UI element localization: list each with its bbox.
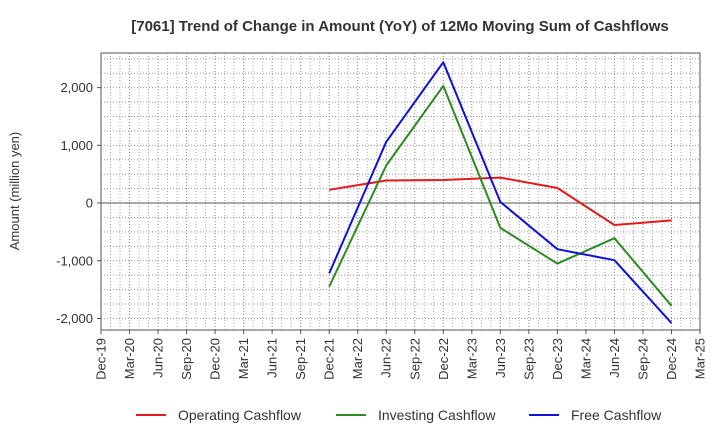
x-tick-label: Mar-25 [693, 338, 708, 379]
x-tick-label: Dec-24 [664, 338, 679, 380]
x-tick-label: Mar-21 [236, 338, 251, 379]
x-tick-label: Sep-24 [635, 338, 650, 380]
y-axis-ticks: -2,000 -1,000 0 1,000 2,000 [56, 80, 101, 326]
series-lines [328, 61, 673, 324]
x-tick-label: Mar-20 [122, 338, 137, 379]
x-tick-label: Mar-24 [578, 338, 593, 379]
legend: Operating Cashflow Investing Cashflow Free… [136, 407, 662, 423]
x-tick-label: Sep-21 [293, 338, 308, 380]
y-tick-label: -1,000 [56, 253, 93, 268]
x-tick-label: Sep-20 [179, 338, 194, 380]
x-tick-label: Mar-23 [464, 338, 479, 379]
x-tick-label: Dec-20 [208, 338, 223, 380]
legend-label: Free Cashflow [571, 407, 662, 423]
x-tick-label: Jun-20 [151, 338, 166, 378]
series-line-free-cashflow [328, 61, 673, 324]
x-tick-label: Mar-22 [350, 338, 365, 379]
x-tick-label: Sep-23 [521, 338, 536, 380]
x-tick-label: Jun-22 [379, 338, 394, 378]
grid [101, 53, 700, 330]
plot-frame [100, 52, 701, 331]
series-line-operating-cashflow [329, 176, 672, 226]
x-tick-label: Dec-21 [322, 338, 337, 380]
x-tick-label: Dec-22 [436, 338, 451, 380]
x-tick-label: Jun-23 [493, 338, 508, 378]
y-axis-label: Amount (million yen) [7, 132, 22, 251]
x-tick-label: Dec-23 [550, 338, 565, 380]
series-line-investing-cashflow [328, 84, 673, 307]
legend-label: Investing Cashflow [378, 407, 496, 423]
y-tick-label: -2,000 [56, 311, 93, 326]
x-tick-label: Jun-21 [265, 338, 280, 378]
x-tick-label: Jun-24 [607, 338, 622, 378]
y-tick-label: 2,000 [60, 80, 93, 95]
y-tick-label: 1,000 [60, 138, 93, 153]
legend-label: Operating Cashflow [178, 407, 302, 423]
x-tick-label: Dec-19 [94, 338, 109, 380]
chart-title: [7061] Trend of Change in Amount (YoY) o… [131, 18, 669, 35]
x-axis-ticks: Dec-19 Mar-20 Jun-20 Sep-20 Dec-20 Mar-21 Jun-… [94, 330, 708, 380]
x-tick-label: Sep-22 [407, 338, 422, 380]
y-tick-label: 0 [86, 196, 93, 211]
